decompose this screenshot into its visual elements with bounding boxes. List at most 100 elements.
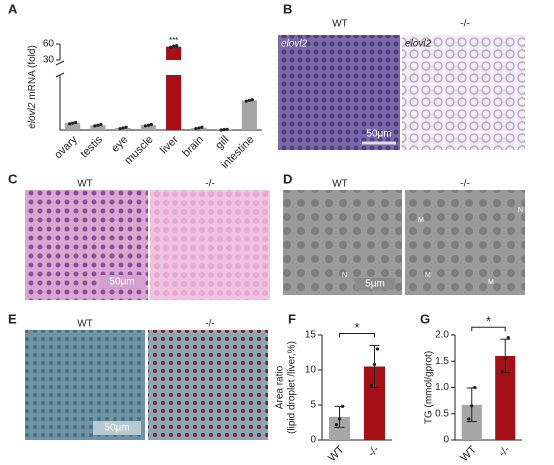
- y-tick-label: 5: [310, 400, 316, 411]
- x-tick-label: liver: [158, 133, 181, 156]
- x-tick-label: eye: [109, 134, 130, 155]
- y-axis-label-gene: elovl2: [27, 102, 38, 129]
- data-point: [200, 125, 204, 129]
- x-tick-label: -/-: [366, 443, 382, 459]
- x-tick-label: gill: [213, 134, 231, 152]
- y-tick-label: 1.5: [435, 356, 449, 367]
- panel-label: G: [420, 311, 430, 326]
- label: M: [418, 217, 424, 224]
- x-tick-label: -/-: [497, 443, 513, 459]
- micrograph: [148, 330, 268, 440]
- data-point: [337, 417, 342, 421]
- data-point: [503, 357, 507, 361]
- bar: [241, 100, 257, 130]
- data-point: [68, 122, 72, 126]
- label: M: [488, 279, 494, 286]
- y-tick-label: 2.0: [435, 330, 449, 341]
- data-point: [506, 336, 510, 340]
- data-point: [470, 404, 474, 408]
- y-tick-label: 0: [443, 435, 449, 446]
- data-point: [74, 120, 78, 125]
- scale-bar: [355, 278, 395, 290]
- label: -/-: [460, 179, 469, 190]
- panel-label: D: [283, 171, 292, 186]
- y-tick-label: 1.0: [435, 382, 449, 393]
- bar: [364, 366, 385, 440]
- data-point: [225, 127, 229, 131]
- x-tick-label: WT: [458, 443, 479, 464]
- micrograph: [150, 190, 270, 300]
- data-point: [118, 127, 122, 131]
- label: elovl2: [405, 39, 432, 50]
- panel-label: F: [288, 311, 296, 326]
- data-point: [222, 128, 226, 132]
- data-point: [146, 123, 150, 127]
- panel-label: B: [283, 1, 292, 16]
- data-point: [197, 126, 201, 130]
- error-bar: [369, 345, 380, 388]
- data-point: [375, 347, 380, 351]
- panel-label: A: [8, 1, 18, 16]
- significance-bracket: [471, 326, 506, 332]
- y-axis-label: TG (mmol/gprot): [424, 351, 435, 424]
- micrograph: [405, 190, 525, 295]
- scale-bar: [93, 421, 141, 435]
- data-point: [247, 98, 251, 103]
- y-axis-label: elovl2 mRNA (fold): [27, 45, 38, 129]
- label: -/-: [205, 179, 214, 190]
- data-point: [250, 98, 254, 102]
- micrograph: [278, 35, 400, 150]
- y-axis-label: (lipid droplet /liver,%): [287, 341, 298, 434]
- x-tick-label: testis: [78, 133, 105, 160]
- data-point: [172, 44, 176, 48]
- data-point: [143, 124, 147, 128]
- axis-break: [55, 60, 65, 78]
- data-point: [467, 417, 471, 421]
- data-point: [194, 127, 198, 131]
- y-tick-label: 0.5: [435, 408, 449, 419]
- label: -/-: [205, 319, 214, 330]
- micrograph: [402, 35, 525, 150]
- bar: [166, 75, 182, 130]
- y-tick-label: 60: [43, 39, 55, 50]
- label: N: [342, 272, 347, 279]
- label: N: [518, 207, 523, 214]
- y-tick-label: 10: [305, 365, 317, 376]
- panel-label: C: [8, 171, 18, 186]
- label: 50μm: [109, 277, 134, 288]
- label: WT: [77, 319, 93, 330]
- data-point: [369, 383, 374, 387]
- bar: [166, 46, 182, 60]
- data-point: [244, 99, 248, 103]
- significance: ***: [169, 36, 178, 45]
- data-point: [93, 124, 97, 128]
- bar: [90, 125, 106, 130]
- label: 50μm: [366, 129, 391, 140]
- label: 50μm: [104, 423, 129, 434]
- data-point: [372, 362, 377, 366]
- data-point: [473, 385, 477, 390]
- significance-bracket: [339, 333, 375, 338]
- y-tick-label: 0: [310, 435, 316, 446]
- bar: [461, 404, 482, 440]
- axis: [59, 44, 262, 131]
- bar: [495, 356, 516, 440]
- panel-label: E: [8, 311, 17, 326]
- x-tick-label: WT: [326, 443, 347, 464]
- data-point: [334, 423, 339, 427]
- bar: [65, 123, 81, 130]
- data-point: [169, 45, 173, 49]
- x-tick-label: muscle: [122, 134, 155, 167]
- data-point: [340, 404, 345, 408]
- label: WT: [332, 179, 348, 190]
- y-axis-label: Area ratio: [275, 365, 286, 409]
- label: M: [425, 272, 431, 279]
- data-point: [500, 370, 504, 374]
- label: WT: [77, 179, 93, 190]
- bar: [140, 125, 156, 130]
- significance: *: [486, 314, 491, 329]
- data-point: [71, 121, 75, 125]
- y-axis-label-text: mRNA (fold): [27, 45, 38, 99]
- data-point: [124, 125, 128, 129]
